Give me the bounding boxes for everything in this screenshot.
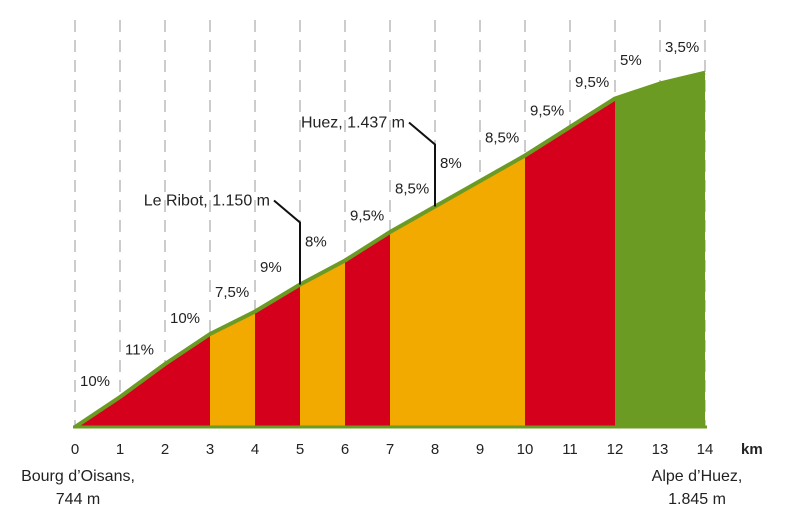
x-tick-9: 9 — [476, 441, 484, 458]
x-tick-6: 6 — [341, 441, 349, 458]
finish-label: Alpe d’Huez, 1.845 m — [652, 468, 743, 508]
gradient-label-6: 8% — [305, 234, 327, 251]
x-tick-0: 0 — [71, 441, 79, 458]
gradient-label-7: 9,5% — [350, 207, 384, 224]
gradient-label-12: 9,5% — [575, 74, 609, 91]
segment-6 — [390, 155, 525, 427]
x-tick-5: 5 — [296, 441, 304, 458]
gradient-label-4: 7,5% — [215, 284, 249, 301]
gradient-label-11: 9,5% — [530, 102, 564, 119]
segment-3 — [255, 284, 300, 427]
segment-7 — [525, 98, 615, 427]
gradient-label-8: 8,5% — [395, 180, 429, 197]
gradient-label-2: 11% — [125, 342, 154, 359]
gradient-label-1: 10% — [80, 373, 110, 390]
gradient-label-13: 5% — [620, 52, 642, 69]
start-name: Bourg d’Oisans, — [21, 468, 135, 485]
x-tick-12: 12 — [607, 441, 624, 458]
waypoint-callout-2 — [408, 121, 436, 207]
x-tick-8: 8 — [431, 441, 439, 458]
x-axis-unit: km — [741, 441, 763, 458]
x-tick-7: 7 — [386, 441, 394, 458]
x-tick-2: 2 — [161, 441, 169, 458]
start-label: Bourg d’Oisans, 744 m — [21, 468, 135, 508]
x-tick-10: 10 — [517, 441, 534, 458]
segment-2 — [210, 311, 255, 427]
gradient-label-5: 9% — [260, 259, 282, 276]
x-tick-3: 3 — [206, 441, 214, 458]
x-tick-11: 11 — [562, 441, 578, 458]
waypoint-label-1: Le Ribot, 1.150 m — [144, 193, 270, 210]
segment-4 — [300, 260, 345, 427]
waypoint-callout-1 — [273, 199, 301, 285]
segment-8 — [615, 72, 705, 427]
finish-elevation: 1.845 m — [668, 491, 726, 508]
x-tick-13: 13 — [652, 441, 669, 458]
segment-5 — [345, 232, 390, 427]
x-tick-4: 4 — [251, 441, 259, 458]
x-tick-14: 14 — [697, 441, 714, 458]
waypoint-markers: Le Ribot, 1.150 m Huez, 1.437 m — [144, 115, 436, 285]
gradient-label-9: 8% — [440, 155, 462, 172]
gradient-label-3: 10% — [170, 310, 200, 327]
x-tick-1: 1 — [116, 441, 124, 458]
gradient-labels: 10% 11% 10% 7,5% 9% 8% 9,5% 8,5% 8% 8,5% 9,5% 9,5% 5… — [80, 39, 699, 390]
x-axis-ticks: 0 1 2 3 4 5 6 7 8 9 10 11 12 13 14 — [71, 441, 714, 458]
waypoint-label-2: Huez, 1.437 m — [301, 115, 405, 132]
finish-name: Alpe d’Huez, — [652, 468, 743, 485]
start-elevation: 744 m — [56, 491, 100, 508]
gradient-label-10: 8,5% — [485, 129, 519, 146]
gradient-label-14: 3,5% — [665, 39, 699, 56]
profile-outline — [73, 70, 706, 429]
